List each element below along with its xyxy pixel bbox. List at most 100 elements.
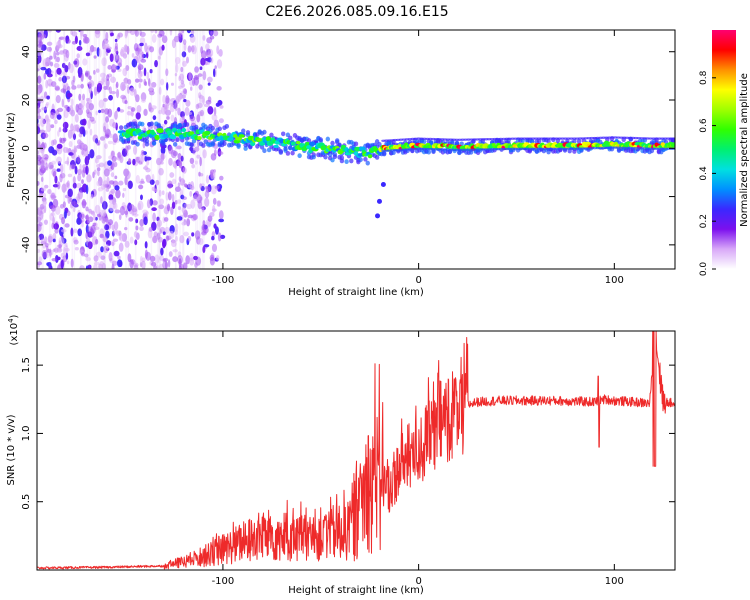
noise-blob (96, 167, 101, 172)
ridge-halo (377, 142, 382, 147)
spectrogram-y-label: Frequency (Hz) (6, 112, 17, 188)
noise-blob (82, 93, 86, 101)
noise-blob (146, 199, 151, 209)
noise-blob (85, 101, 91, 110)
noise-blob (47, 189, 52, 195)
ridge-halo (177, 122, 183, 128)
ridge-cell (169, 134, 177, 140)
noise-blob (135, 218, 139, 224)
noise-blob (149, 255, 156, 262)
noise-blob (171, 38, 177, 49)
noise-blob (72, 124, 79, 132)
noise-blob (202, 35, 206, 41)
noise-blob (149, 69, 153, 74)
noise-blob (85, 206, 89, 212)
noise-blob (58, 127, 62, 133)
ridge-halo (135, 141, 140, 147)
noise-streak (41, 30, 43, 269)
noise-blob (63, 109, 69, 119)
ridge-halo (454, 140, 460, 146)
noise-blob (112, 65, 118, 71)
noise-blob (179, 235, 185, 244)
noise-streak (80, 30, 82, 269)
noise-blob (149, 179, 155, 185)
noise-streak (175, 30, 177, 269)
noise-blob (63, 210, 67, 219)
noise-blob (72, 182, 77, 189)
noise-blob (37, 249, 41, 253)
noise-blob (162, 261, 169, 269)
ridge-halo (468, 149, 474, 155)
noise-blob (89, 128, 93, 136)
noise-blob (177, 153, 182, 160)
noise-blob (56, 67, 62, 75)
noise-blob (146, 71, 150, 80)
colorbar-tick-label: 0.4 (699, 166, 709, 181)
noise-blob (157, 55, 161, 60)
noise-streak (112, 30, 115, 269)
ridge-halo (365, 160, 370, 166)
noise-blob (90, 194, 94, 200)
noise-blob (81, 98, 86, 107)
noise-blob (200, 57, 206, 66)
noise-blob (94, 157, 99, 164)
noise-blob (211, 231, 216, 238)
noise-blob (133, 145, 138, 155)
noise-blob (211, 243, 218, 253)
noise-blob (124, 79, 128, 85)
noise-blob (118, 242, 124, 252)
noise-blob (203, 244, 210, 248)
noise-blob (128, 158, 131, 164)
noise-blob (55, 95, 61, 104)
noise-streak (38, 30, 41, 269)
noise-streak (42, 30, 44, 269)
noise-blob (201, 223, 208, 231)
noise-blob (54, 175, 58, 184)
noise-blob (78, 93, 82, 101)
noise-blob (79, 265, 85, 269)
ridge-band (671, 137, 675, 140)
noise-blob (215, 102, 220, 107)
noise-blob (52, 232, 57, 241)
noise-blob (213, 68, 216, 78)
noise-blob (194, 160, 198, 165)
x-tick-label: -100 (212, 576, 235, 587)
noise-blob (213, 106, 217, 117)
noise-blob (99, 136, 106, 141)
noise-blob (201, 207, 205, 213)
noise-blob (42, 58, 49, 68)
ridge-halo (172, 141, 178, 147)
noise-blob (76, 53, 80, 59)
noise-blob (139, 255, 143, 264)
noise-blob (185, 99, 191, 107)
noise-blob (66, 156, 70, 166)
noise-blob (58, 244, 62, 249)
noise-blob (108, 219, 114, 226)
spectrogram-x-ticks: -100 0 100 (212, 30, 624, 286)
noise-blob (150, 261, 157, 267)
noise-streak (158, 30, 160, 269)
noise-blob (188, 71, 192, 81)
noise-blob (61, 216, 66, 225)
ridge-cell (238, 134, 245, 138)
noise-blob (52, 170, 57, 178)
noise-blob (202, 70, 207, 81)
noise-blob (168, 230, 175, 239)
noise-blob (99, 260, 104, 267)
noise-blob (62, 127, 68, 133)
noise-blob (200, 53, 206, 57)
noise-blob (169, 30, 173, 33)
noise-blob (103, 97, 108, 102)
ridge-cell (296, 140, 301, 145)
noise-blob (162, 94, 166, 104)
noise-blob (50, 192, 56, 201)
noise-blob (142, 141, 146, 149)
noise-blob (49, 112, 55, 119)
noise-blob (53, 63, 60, 68)
noise-blob (56, 114, 62, 120)
noise-blob (194, 190, 200, 198)
ridge-halo (374, 154, 380, 160)
noise-blob (158, 204, 165, 210)
noise-blob (47, 235, 53, 243)
noise-blob (145, 251, 151, 261)
